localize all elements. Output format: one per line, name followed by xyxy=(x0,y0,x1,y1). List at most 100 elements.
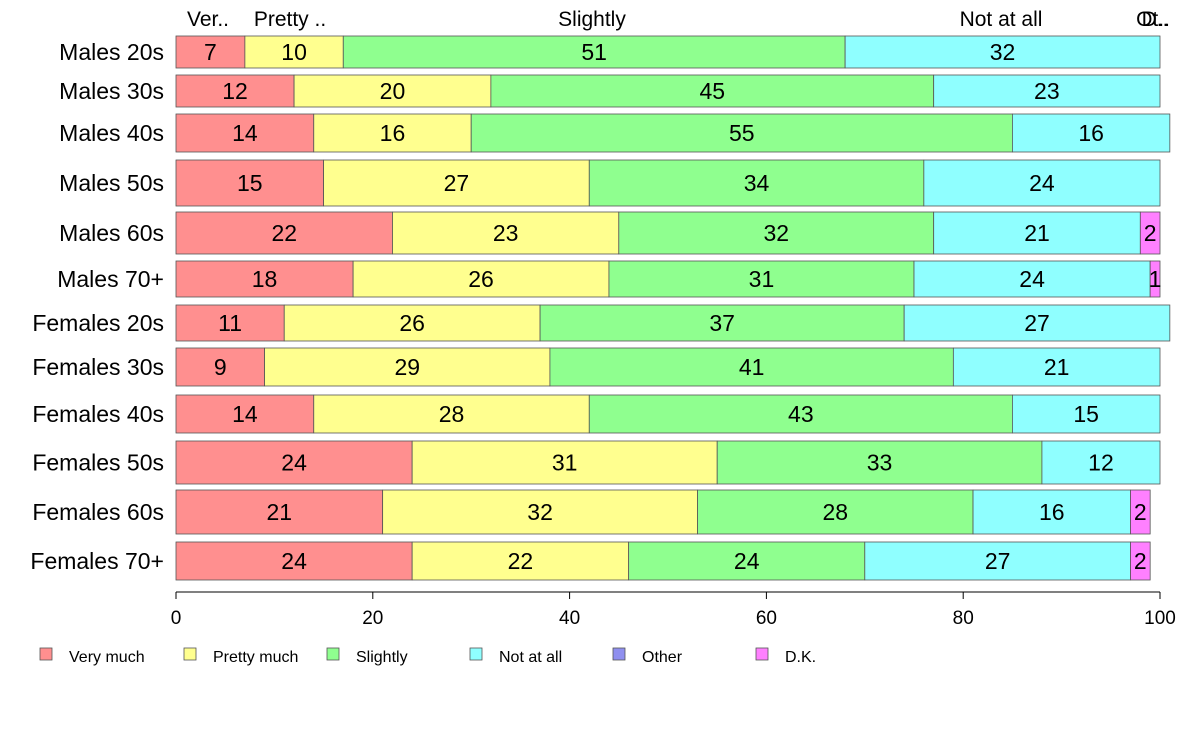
bar-value-label: 21 xyxy=(267,499,293,525)
y-tick-label: Females 60s xyxy=(32,499,164,525)
y-tick-label: Males 20s xyxy=(59,39,164,65)
top-series-label: Slightly xyxy=(558,8,626,31)
bar-value-label: 18 xyxy=(252,266,278,292)
bar-value-label: 24 xyxy=(281,450,307,476)
bar-value-label: 27 xyxy=(444,170,470,196)
bar-value-label: 55 xyxy=(729,120,755,146)
bar-row: 22 23 32 21 2 xyxy=(175,211,1161,255)
y-tick-label: Males 40s xyxy=(59,120,164,146)
bar-value-label: 31 xyxy=(552,450,578,476)
x-tick-label: 100 xyxy=(1144,608,1176,629)
bar-value-label: 15 xyxy=(237,170,263,196)
y-tick-label: Males 50s xyxy=(59,170,164,196)
bar-segment xyxy=(283,304,541,342)
bar-value-label: 9 xyxy=(214,354,227,380)
bar-segment xyxy=(844,35,1161,69)
bar-segment xyxy=(313,113,472,153)
legend-swatch xyxy=(469,647,483,661)
bar-segment xyxy=(175,74,295,108)
bar-row: 15 27 34 24 xyxy=(175,159,1161,207)
bar-segment xyxy=(175,211,393,255)
bar-segment xyxy=(549,347,954,387)
bar-row: 11 26 37 27 xyxy=(175,304,1171,342)
top-series-label: D.. xyxy=(1142,8,1169,31)
top-series-label: Ver.. xyxy=(187,8,229,31)
bar-value-label: 28 xyxy=(822,499,848,525)
bar-row: 9 29 41 21 xyxy=(175,347,1161,387)
bar-value-label: 26 xyxy=(468,266,494,292)
legend-item: Not at all xyxy=(469,647,562,666)
bar-value-label: 21 xyxy=(1024,220,1050,246)
top-labels-group: Ver.. Pretty .. Slightly Not at all Ot..D.. xyxy=(187,8,1170,31)
bar-segment xyxy=(175,304,285,342)
bar-value-label: 31 xyxy=(749,266,775,292)
bar-value-label: 32 xyxy=(527,499,553,525)
bar-value-label: 32 xyxy=(990,39,1016,65)
bar-segment xyxy=(392,211,620,255)
bar-segment xyxy=(1012,113,1171,153)
bar-segment xyxy=(323,159,590,207)
bar-value-label: 24 xyxy=(734,548,760,574)
legend-label: Very much xyxy=(69,649,145,666)
y-tick-label: Females 40s xyxy=(32,401,164,427)
bar-value-label: 27 xyxy=(1024,310,1050,336)
bar-value-label: 12 xyxy=(222,78,248,104)
bar-segment xyxy=(903,304,1171,342)
bar-value-label: 16 xyxy=(1078,120,1104,146)
bar-value-label: 51 xyxy=(581,39,607,65)
bar-value-label: 33 xyxy=(867,450,893,476)
y-tick-label: Females 50s xyxy=(32,450,164,476)
bar-value-label: 23 xyxy=(1034,78,1060,104)
top-series-label: Ot.. xyxy=(1136,8,1170,31)
bar-segment xyxy=(175,440,413,485)
bar-value-label: 24 xyxy=(281,548,307,574)
bar-value-label: 11 xyxy=(218,310,242,336)
bar-value-label: 10 xyxy=(281,39,307,65)
y-tick-label: Females 30s xyxy=(32,354,164,380)
bar-segment xyxy=(952,347,1161,387)
bar-value-label: 7 xyxy=(204,39,217,65)
bar-segment xyxy=(1130,541,1151,581)
legend-label: D.K. xyxy=(785,649,816,666)
y-axis-labels: Males 20s Males 30s Males 40s Males 50s Male… xyxy=(30,39,164,574)
bar-value-label: 23 xyxy=(493,220,519,246)
legend-item: D.K. xyxy=(755,647,816,666)
bar-segment xyxy=(933,74,1161,108)
bar-segment xyxy=(313,394,590,434)
bar-value-label: 32 xyxy=(763,220,789,246)
bar-segment xyxy=(618,211,935,255)
bar-value-label: 2 xyxy=(1144,220,1157,246)
legend-label: Not at all xyxy=(499,649,562,666)
y-tick-label: Females 70+ xyxy=(30,548,164,574)
bar-segment xyxy=(352,260,610,298)
x-tick-label: 80 xyxy=(953,608,974,629)
bar-segment xyxy=(1149,260,1161,298)
x-tick-label: 40 xyxy=(559,608,580,629)
bar-value-label: 2 xyxy=(1134,499,1147,525)
bar-segment xyxy=(933,211,1141,255)
bar-segment xyxy=(175,394,315,434)
legend-swatch xyxy=(183,647,197,661)
bar-value-label: 43 xyxy=(788,401,814,427)
bar-value-label: 28 xyxy=(439,401,465,427)
bar-segment xyxy=(539,304,905,342)
bar-value-label: 21 xyxy=(1044,354,1070,380)
bar-value-label: 14 xyxy=(232,120,258,146)
bar-segment xyxy=(293,74,492,108)
bar-row: 12 20 45 23 xyxy=(175,74,1161,108)
bar-segment xyxy=(972,489,1131,535)
top-series-label: Pretty .. xyxy=(254,8,326,31)
bar-value-label: 15 xyxy=(1073,401,1099,427)
bar-segment xyxy=(175,489,384,535)
bar-segment xyxy=(628,541,866,581)
bar-segment xyxy=(588,394,1013,434)
y-tick-label: Males 70+ xyxy=(57,266,164,292)
bar-segment xyxy=(588,159,925,207)
bar-value-label: 22 xyxy=(271,220,297,246)
bar-row: 14 16 55 16 xyxy=(175,113,1171,153)
legend-label: Other xyxy=(642,649,683,666)
bar-segment xyxy=(716,440,1043,485)
bar-segment xyxy=(490,74,935,108)
bar-segment xyxy=(1012,394,1161,434)
